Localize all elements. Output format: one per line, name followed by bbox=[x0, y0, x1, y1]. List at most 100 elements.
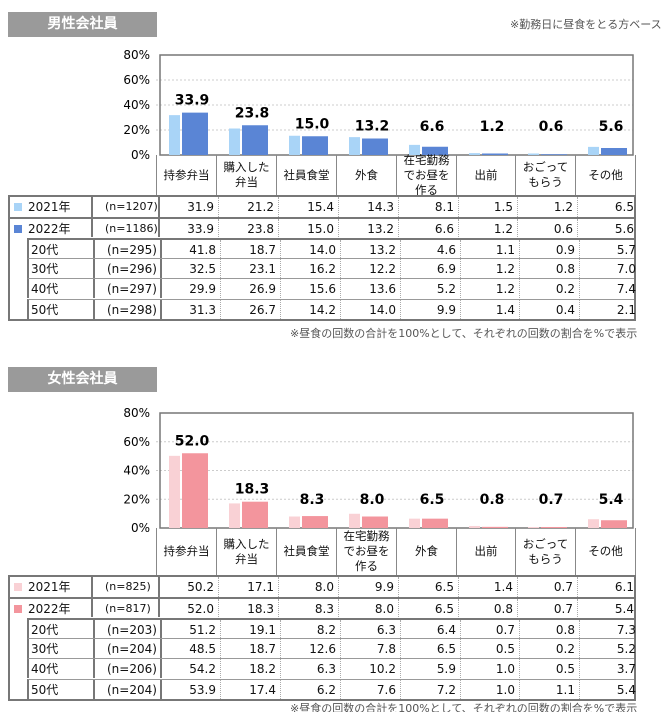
bar-2022 bbox=[482, 153, 508, 155]
table-cell: 1.0 bbox=[460, 679, 519, 699]
row-label: 2021年 bbox=[10, 577, 71, 597]
age-row: 50代 (n=204) 53.9 17.4 6.2 7.6 7.2 1.0 1.1 5.4 bbox=[27, 678, 636, 699]
table-cell: 13.2 bbox=[340, 239, 400, 258]
table-cell: 1.5 bbox=[458, 197, 517, 217]
table-cell: 7.8 bbox=[340, 638, 400, 658]
row-label: 20代 bbox=[31, 620, 58, 638]
category-label: その他 bbox=[575, 528, 636, 575]
year-row: 2021年 (n=825) 50.2 17.1 8.0 9.9 6.5 1.4 0.7 6.1 bbox=[10, 577, 634, 597]
table-cell: 15.4 bbox=[278, 197, 338, 217]
data-label: 8.3 bbox=[300, 492, 325, 508]
y-tick-label: 60% bbox=[123, 73, 150, 87]
y-tick-label: 20% bbox=[123, 492, 150, 506]
table-cell: 2.1 bbox=[579, 299, 640, 319]
data-table: 2021年 (n=1207) 31.9 21.2 15.4 14.3 8.1 1.5 1.2 6.… bbox=[8, 195, 636, 321]
bar-2022 bbox=[422, 518, 448, 528]
data-label: 0.7 bbox=[539, 492, 564, 508]
table-cell: 8.0 bbox=[278, 577, 338, 597]
table-cell: 6.5 bbox=[398, 577, 458, 597]
bar-2022 bbox=[601, 520, 627, 528]
table-cell: 9.9 bbox=[338, 577, 398, 597]
table-cell: 8.0 bbox=[338, 599, 398, 618]
y-tick-label: 20% bbox=[123, 123, 150, 137]
bar-2021 bbox=[528, 526, 539, 528]
table-cell: 7.3 bbox=[579, 619, 640, 638]
table-cell: 10.2 bbox=[340, 659, 400, 679]
table-cell: 17.4 bbox=[220, 679, 280, 699]
year-row: 2021年 (n=1207) 31.9 21.2 15.4 14.3 8.1 1.5 1.2 6.… bbox=[10, 197, 634, 217]
bar-2021 bbox=[528, 153, 539, 155]
category-label: その他 bbox=[575, 155, 636, 195]
table-cell: 6.9 bbox=[400, 258, 460, 278]
category-label: 外食 bbox=[396, 528, 456, 575]
row-label: 2022年 bbox=[10, 599, 71, 617]
bar-2022 bbox=[182, 453, 208, 528]
sample-size: (n=825) bbox=[91, 577, 157, 597]
table-cell: 53.9 bbox=[160, 679, 220, 699]
table-cell: 0.9 bbox=[519, 239, 579, 258]
age-row: 30代 (n=204) 48.5 18.7 12.6 7.8 6.5 0.5 0.2 5.2 bbox=[27, 637, 636, 658]
table-cell: 7.2 bbox=[400, 679, 460, 699]
bar-2021 bbox=[409, 518, 420, 528]
bar-2022 bbox=[182, 112, 208, 155]
table-cell: 1.2 bbox=[458, 219, 517, 238]
table-cell: 33.9 bbox=[158, 219, 218, 238]
table-cell: 6.1 bbox=[577, 577, 638, 597]
section-title: 女性会社員 bbox=[8, 367, 157, 392]
table-cell: 18.7 bbox=[220, 638, 280, 658]
table-cell: 0.7 bbox=[517, 599, 577, 618]
sample-size: (n=297) bbox=[93, 279, 159, 299]
bar-2021 bbox=[469, 525, 480, 528]
table-cell: 3.7 bbox=[579, 659, 640, 679]
table-cell: 0.2 bbox=[519, 638, 579, 658]
row-label: 2021年 bbox=[10, 197, 71, 217]
category-label: 持参弁当 bbox=[156, 155, 216, 195]
data-label: 6.5 bbox=[420, 492, 445, 508]
category-label: 購入した弁当 bbox=[216, 528, 276, 575]
table-cell: 5.4 bbox=[577, 599, 638, 618]
age-row: 30代 (n=296) 32.5 23.1 16.2 12.2 6.9 1.2 0.8 7.0 bbox=[27, 257, 636, 278]
sample-size: (n=206) bbox=[93, 659, 159, 679]
table-cell: 13.6 bbox=[340, 279, 400, 299]
table-cell: 29.9 bbox=[160, 279, 220, 299]
table-cell: 18.7 bbox=[220, 239, 280, 258]
data-label: 5.6 bbox=[599, 119, 624, 135]
bar-2022 bbox=[362, 516, 388, 528]
sample-size: (n=295) bbox=[93, 239, 159, 258]
section-title: 男性会社員 bbox=[8, 12, 157, 37]
row-label: 50代 bbox=[31, 300, 58, 319]
row-label: 30代 bbox=[31, 259, 58, 278]
row-name: 30代 bbox=[31, 641, 59, 656]
data-label: 1.2 bbox=[480, 119, 505, 135]
sample-size: (n=817) bbox=[91, 599, 157, 618]
year-row: 2022年 (n=817) 52.0 18.3 8.3 8.0 6.5 0.8 0.7 5.4 bbox=[10, 597, 634, 618]
sample-size: (n=298) bbox=[93, 299, 159, 319]
bar-chart: 80% 60% 40% 20% 0% 52.0 18.3 8.3 8.0 6.5 0.8 0.7 5.4 bbox=[123, 406, 634, 535]
row-name: 20代 bbox=[31, 622, 59, 637]
y-tick-label: 40% bbox=[123, 464, 150, 478]
bar-2022 bbox=[302, 136, 328, 155]
bar-2022 bbox=[601, 148, 627, 155]
bar-2022 bbox=[362, 138, 388, 155]
table-cell: 0.2 bbox=[519, 279, 579, 299]
base-note: ※勤務日に昼食をとる方ベース bbox=[510, 18, 662, 31]
table-cell: 0.8 bbox=[458, 599, 517, 618]
table-cell: 0.7 bbox=[517, 577, 577, 597]
table-cell: 14.2 bbox=[280, 299, 340, 319]
table-cell: 8.2 bbox=[280, 619, 340, 638]
data-label: 15.0 bbox=[295, 116, 330, 132]
table-cell: 13.2 bbox=[338, 219, 398, 238]
bar-2021 bbox=[169, 455, 180, 528]
age-row: 40代 (n=297) 29.9 26.9 15.6 13.6 5.2 1.2 0.2 7.4 bbox=[27, 278, 636, 299]
table-cell: 6.5 bbox=[577, 197, 638, 217]
category-label: 在宅勤務でお昼を作る bbox=[396, 153, 456, 197]
bar-2022 bbox=[541, 154, 567, 155]
table-cell: 5.2 bbox=[579, 638, 640, 658]
table-cell: 15.6 bbox=[280, 279, 340, 299]
table-cell: 31.3 bbox=[160, 299, 220, 319]
table-cell: 6.2 bbox=[280, 679, 340, 699]
table-cell: 0.8 bbox=[519, 619, 579, 638]
bar-2021 bbox=[229, 128, 240, 155]
sample-size: (n=204) bbox=[93, 679, 159, 699]
sample-size: (n=1186) bbox=[91, 219, 158, 238]
